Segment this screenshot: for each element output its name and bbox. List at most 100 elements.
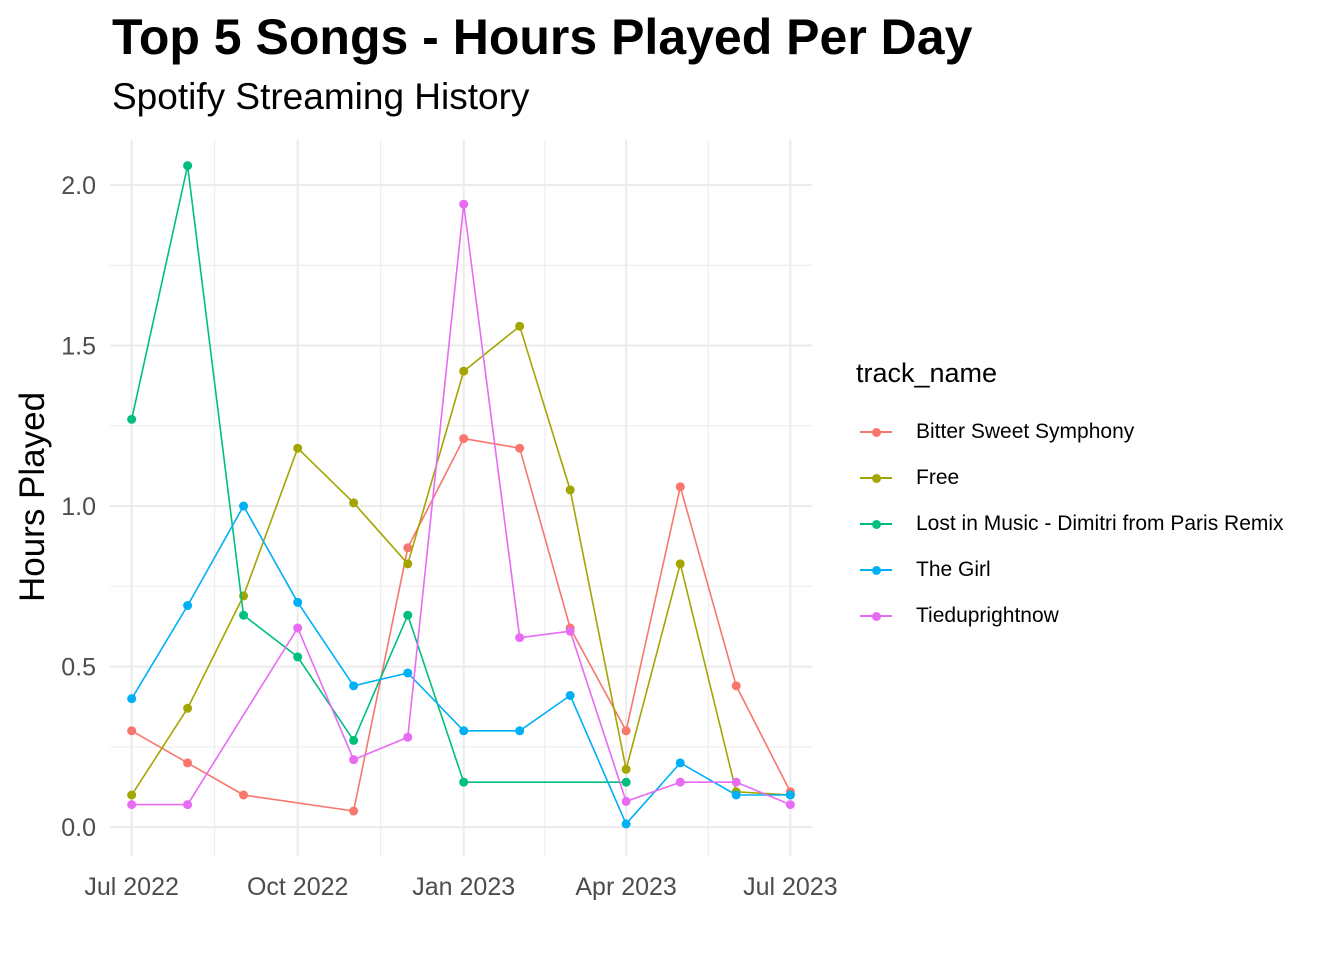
legend-key-icon [856, 560, 896, 580]
data-point [127, 694, 137, 704]
y-tick-label: 0.5 [61, 654, 96, 682]
data-point [349, 735, 359, 745]
data-point [459, 777, 469, 787]
data-point [785, 800, 795, 810]
y-axis-ticks: 0.0 0.5 1.0 1.5 2.0 [61, 172, 96, 842]
data-point [239, 501, 249, 511]
legend-items: Bitter Sweet Symphony Free Lost in Music -… [856, 409, 1284, 639]
data-point [731, 790, 741, 800]
x-axis-ticks: Jul 2022 Oct 2022 Jan 2023 Apr 2023 Jul 2023 [84, 873, 837, 901]
data-point [565, 690, 575, 700]
y-tick-label: 1.5 [61, 332, 96, 360]
grid-lines [110, 140, 812, 856]
legend-label: Lost in Music - Dimitri from Paris Remix [916, 512, 1284, 535]
data-point [403, 543, 413, 553]
data-point [621, 764, 631, 774]
legend-item: Tieduprightnow [856, 593, 1284, 639]
data-point [403, 559, 413, 569]
data-point [349, 498, 359, 508]
data-point [731, 777, 741, 787]
data-point [621, 726, 631, 736]
data-point [183, 800, 193, 810]
data-point [239, 790, 249, 800]
series-4 [127, 199, 795, 810]
data-point [403, 668, 413, 678]
series-layer [127, 161, 795, 829]
legend-key-icon [856, 514, 896, 534]
y-tick-label: 2.0 [61, 172, 96, 200]
chart-title: Top 5 Songs - Hours Played Per Day [112, 9, 973, 65]
x-tick-label: Jul 2023 [743, 873, 838, 901]
data-point [293, 623, 303, 633]
legend-item: Bitter Sweet Symphony [856, 409, 1284, 455]
y-tick-label: 0.0 [61, 814, 96, 842]
series-line [131, 203, 791, 806]
y-axis-label: Hours Played [13, 392, 52, 602]
legend-key-icon [856, 468, 896, 488]
data-point [459, 199, 469, 209]
legend-key-dot [872, 520, 881, 529]
legend-label: The Girl [916, 558, 991, 581]
series-line [131, 325, 791, 796]
legend-label: Free [916, 466, 960, 489]
data-point [515, 726, 525, 736]
data-point [183, 703, 193, 713]
series-line [130, 164, 627, 784]
legend-key-dot [872, 428, 881, 437]
data-point [239, 610, 249, 620]
data-point [349, 681, 359, 691]
legend: track_name Bitter Sweet Symphony Free Lost… [856, 358, 1284, 639]
data-point [349, 806, 359, 816]
data-point [621, 777, 631, 787]
x-tick-label: Jan 2023 [412, 873, 515, 901]
data-point [459, 726, 469, 736]
data-point [675, 777, 685, 787]
data-point [183, 758, 193, 768]
legend-key-dot [872, 612, 881, 621]
legend-label: Tieduprightnow [916, 604, 1059, 627]
legend-item: The Girl [856, 547, 1284, 593]
series-3 [127, 501, 795, 829]
series-line [131, 437, 792, 812]
data-point [621, 796, 631, 806]
data-point [293, 443, 303, 453]
data-point [621, 819, 631, 829]
x-tick-label: Apr 2023 [575, 873, 676, 901]
legend-key-dot [872, 474, 881, 483]
data-point [293, 652, 303, 662]
legend-label: Bitter Sweet Symphony [916, 420, 1135, 443]
legend-key-icon [856, 606, 896, 626]
data-point [349, 755, 359, 765]
data-point [731, 681, 741, 691]
data-point [127, 414, 137, 424]
data-point [675, 559, 685, 569]
legend-key-dot [872, 566, 881, 575]
data-point [183, 601, 193, 611]
series-2 [127, 161, 631, 787]
data-point [459, 366, 469, 376]
data-point [785, 790, 795, 800]
data-point [515, 443, 525, 453]
legend-item: Lost in Music - Dimitri from Paris Remix [856, 501, 1284, 547]
legend-key-icon [856, 422, 896, 442]
data-point [565, 485, 575, 495]
data-point [403, 610, 413, 620]
data-point [459, 434, 469, 444]
data-point [127, 790, 137, 800]
data-point [675, 482, 685, 492]
legend-title: track_name [856, 358, 998, 388]
legend-item: Free [856, 455, 1284, 501]
data-point [515, 321, 525, 331]
data-point [127, 726, 137, 736]
x-tick-label: Oct 2022 [247, 873, 348, 901]
data-point [127, 800, 137, 810]
data-point [293, 597, 303, 607]
data-point [183, 161, 193, 171]
data-point [515, 633, 525, 643]
data-point [565, 626, 575, 636]
y-tick-label: 1.0 [61, 493, 96, 521]
x-tick-label: Jul 2022 [84, 873, 179, 901]
data-point [675, 758, 685, 768]
data-point [403, 732, 413, 742]
